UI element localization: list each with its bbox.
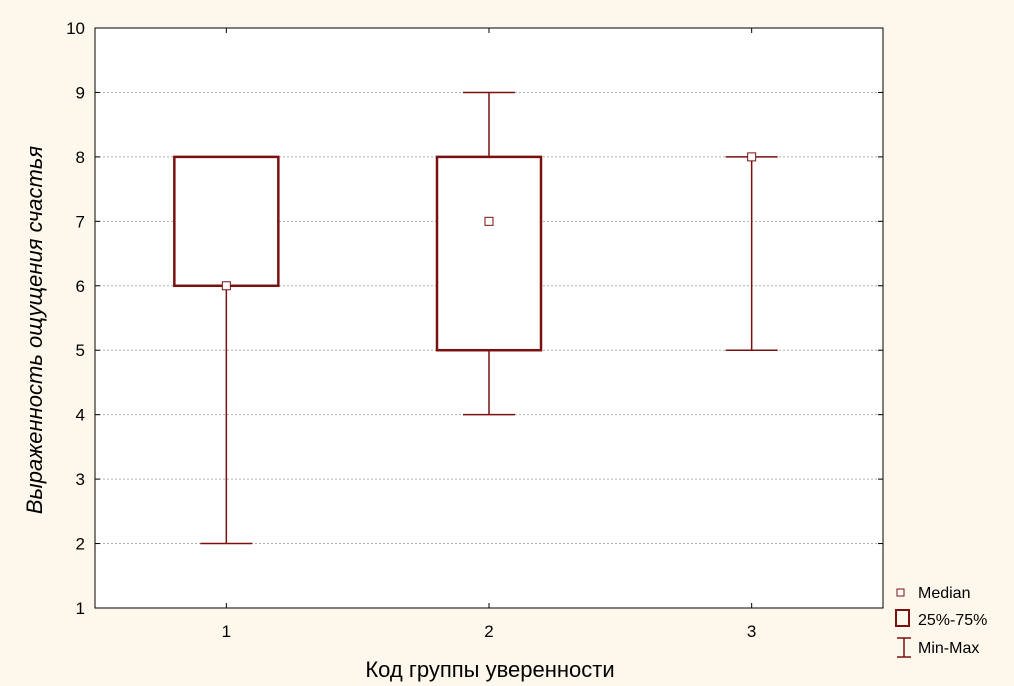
y-tick-label: 10 — [66, 19, 85, 38]
legend-box-label: 25%-75% — [918, 612, 987, 629]
box-group — [725, 152, 778, 351]
legend: Median 25%-75% Min-Max — [895, 585, 987, 658]
x-axis: 1 2 3 — [222, 28, 756, 641]
legend-median-marker — [896, 588, 905, 597]
y-tick-label: 2 — [76, 535, 85, 554]
y-tick-label: 8 — [76, 148, 85, 167]
median-marker — [484, 216, 494, 226]
x-tick-label: 3 — [747, 622, 756, 641]
median-marker — [221, 281, 231, 291]
y-tick-label: 7 — [76, 212, 85, 231]
iqr-box — [435, 155, 543, 352]
y-axis-label: Выраженность ощущения счастья — [22, 146, 47, 515]
median-marker — [747, 152, 757, 162]
legend-box-marker — [895, 609, 910, 627]
y-axis: 1 2 3 4 5 6 7 8 9 10 — [66, 19, 883, 618]
iqr-box — [173, 155, 280, 288]
y-tick-label: 5 — [76, 341, 85, 360]
y-tick-label: 3 — [76, 470, 85, 489]
x-axis-label: Код группы уверенности — [365, 657, 614, 682]
y-tick-label: 1 — [76, 599, 85, 618]
x-tick-label: 2 — [484, 622, 493, 641]
y-tick-label: 9 — [76, 83, 85, 102]
y-tick-label: 4 — [76, 406, 85, 425]
legend-range-label: Min-Max — [918, 640, 979, 657]
box-group — [173, 155, 280, 545]
legend-median-label: Median — [918, 585, 970, 602]
boxes — [173, 91, 778, 545]
y-tick-label: 6 — [76, 277, 85, 296]
legend-range-marker — [897, 637, 911, 658]
x-tick-label: 1 — [222, 622, 231, 641]
box-group — [435, 91, 543, 416]
